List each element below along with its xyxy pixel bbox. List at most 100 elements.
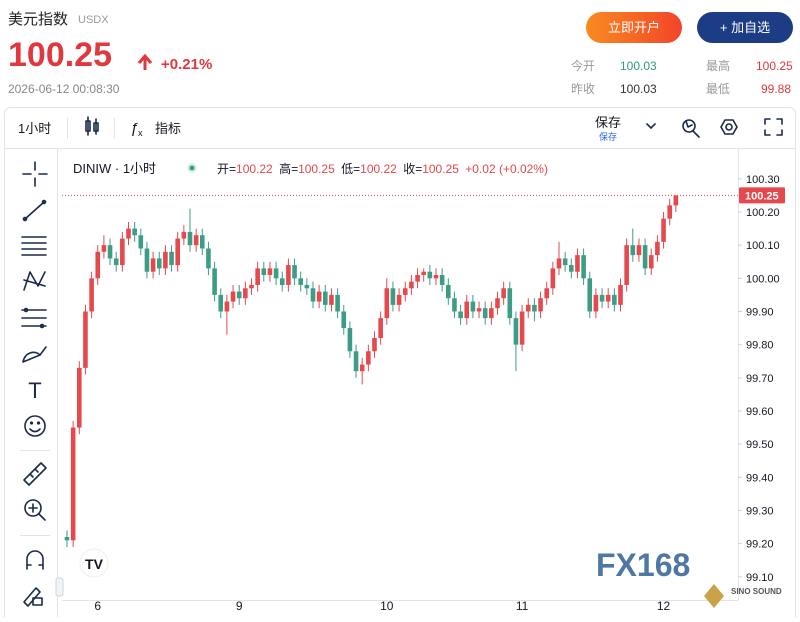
pattern-tool[interactable] (23, 271, 46, 291)
save[interactable]: 保存 (595, 115, 621, 130)
emoji-tool[interactable] (24, 415, 46, 437)
candle-body (243, 288, 248, 299)
candle-body (310, 288, 316, 302)
magnet-tool[interactable] (26, 550, 44, 570)
stat-label: 最高 (706, 58, 730, 73)
candle-body (446, 284, 451, 299)
candle-body (618, 284, 623, 305)
candle-body (70, 427, 76, 541)
candle-body (218, 294, 224, 312)
candle-body (587, 278, 593, 312)
prediction-tool[interactable] (21, 307, 47, 329)
indicators[interactable]: 指标 (155, 121, 181, 136)
legend-label: 收= (403, 162, 422, 176)
y-tick-label: 99.50 (746, 439, 774, 451)
open-account-button[interactable] (586, 12, 682, 43)
candle-body (667, 205, 672, 219)
candle-body (415, 275, 420, 282)
candle-body (624, 245, 629, 285)
candle-body (286, 265, 291, 285)
fullscreen[interactable] (764, 118, 783, 136)
candle-body (421, 271, 426, 276)
candle-body (470, 301, 476, 312)
candle-body (378, 318, 383, 339)
settings[interactable] (720, 119, 738, 135)
candle-body (64, 536, 70, 541)
crosshair-tool[interactable] (22, 161, 48, 187)
code: USDX (78, 14, 109, 26)
settings[interactable] (725, 123, 733, 131)
candle-body (556, 258, 562, 269)
up-arrow (137, 53, 153, 70)
save-sub[interactable]: 保存 (599, 131, 617, 142)
watchlist-label[interactable]: + 加自选 (720, 20, 770, 35)
candle-body (630, 245, 636, 256)
candle-body (120, 238, 125, 266)
legend-change: +0.02 (+0.02%) (465, 162, 548, 176)
candle-body (255, 268, 260, 285)
legend-value: 100.25 (298, 162, 335, 176)
candle-body (636, 245, 642, 256)
candle-body (144, 248, 150, 272)
candle-body (489, 308, 494, 319)
candle-body (292, 265, 297, 279)
x-tick-label: 11 (516, 599, 529, 613)
fx-icon[interactable]: ƒ (130, 120, 138, 137)
watchlist-button[interactable] (697, 12, 793, 43)
candle-body (550, 268, 556, 289)
candle-body (150, 258, 156, 272)
text-tool[interactable]: T (28, 378, 41, 403)
lock-tool[interactable] (23, 587, 43, 607)
candle-body (433, 275, 439, 279)
change: +0.21% (161, 56, 212, 73)
interval[interactable]: 1小时 (18, 121, 51, 136)
candle-body (562, 258, 568, 266)
stat-value: 100.03 (620, 82, 657, 96)
candle-body (347, 328, 353, 352)
tv-logo[interactable] (79, 548, 109, 578)
candle-body (366, 351, 371, 365)
y-tick-label: 99.40 (746, 472, 774, 484)
x-tick-label: 12 (657, 599, 671, 613)
candle-body (359, 364, 365, 372)
stat-value: 100.25 (756, 59, 793, 73)
candle-body (163, 251, 168, 269)
candle-body (138, 235, 144, 249)
watermark-logo (704, 584, 724, 608)
ruler-tool[interactable] (23, 462, 47, 486)
stat-label: 最低 (706, 82, 730, 96)
fx-icon[interactable]: x (138, 128, 143, 138)
collapse-toggle[interactable] (55, 577, 64, 597)
status-dot (189, 165, 195, 171)
candle-body (458, 311, 463, 319)
legend-label: 高= (279, 161, 298, 176)
candle-body (464, 301, 470, 319)
open-account-label[interactable]: 立即开户 (608, 20, 660, 35)
candle-type-icon[interactable] (85, 116, 99, 136)
brush-tool[interactable] (22, 346, 47, 363)
quick-search[interactable] (682, 119, 700, 138)
candle-body (476, 308, 482, 312)
fib-tool[interactable] (21, 236, 47, 256)
candle-body (335, 294, 340, 312)
tv-logo[interactable]: TV (85, 556, 104, 572)
zoom-tool[interactable] (24, 499, 46, 521)
trend-line-tool[interactable] (22, 199, 47, 222)
candle-body (273, 268, 279, 279)
y-tick-label: 99.10 (746, 572, 774, 584)
candle-body (341, 311, 347, 329)
y-tick-label: 99.30 (746, 505, 774, 517)
candle-body (525, 304, 531, 312)
candle-body (661, 218, 666, 242)
candle-body (538, 298, 543, 312)
chart-panel (4, 107, 796, 622)
candle-body (113, 258, 119, 266)
candle-body (396, 294, 402, 305)
candle-body (249, 284, 254, 289)
candle-body (593, 294, 599, 312)
candle-body (298, 278, 303, 285)
candle-body (390, 288, 396, 305)
watermark-brand: FX168 (596, 547, 690, 583)
save-menu[interactable] (646, 123, 656, 129)
legend-value: 100.22 (360, 162, 397, 176)
